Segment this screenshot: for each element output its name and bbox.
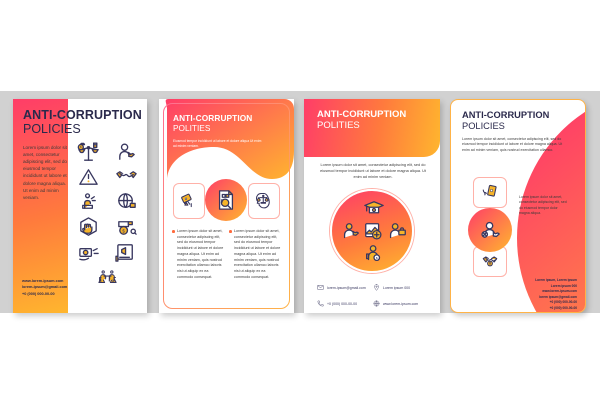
svg-text:$: $ bbox=[122, 228, 125, 234]
